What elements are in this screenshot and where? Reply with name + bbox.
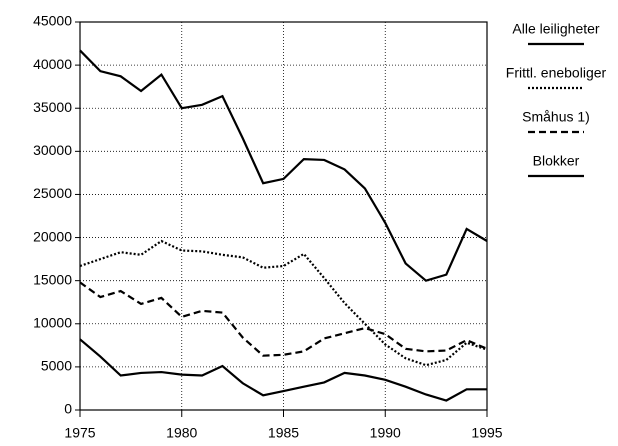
y-tick-label: 20000 — [33, 228, 72, 244]
legend-label: Frittl. eneboliger — [506, 65, 607, 81]
legend-label: Småhus 1) — [522, 109, 590, 125]
legend-label: Blokker — [533, 153, 580, 169]
plot-frame — [79, 21, 488, 411]
line-series — [79, 49, 488, 282]
x-tick-label: 1980 — [166, 425, 197, 441]
x-tick-label: 1975 — [64, 425, 95, 441]
line-series — [79, 338, 487, 402]
y-tick-label: 35000 — [33, 99, 72, 115]
x-tick-label: 1985 — [268, 425, 299, 441]
y-tick-label: 10000 — [33, 314, 72, 330]
y-tick-label: 15000 — [33, 271, 72, 287]
line-series — [79, 281, 488, 357]
y-tick-label: 30000 — [33, 142, 72, 158]
y-tick-label: 40000 — [33, 56, 72, 72]
x-tick-label: 1995 — [471, 425, 502, 441]
y-tick-label: 25000 — [33, 185, 72, 201]
y-tick-label: 5000 — [41, 358, 72, 374]
legend-label: Alle leiligheter — [512, 21, 599, 37]
y-tick-label: 45000 — [33, 13, 72, 29]
y-tick-label: 0 — [64, 401, 72, 417]
x-tick-label: 1990 — [370, 425, 401, 441]
